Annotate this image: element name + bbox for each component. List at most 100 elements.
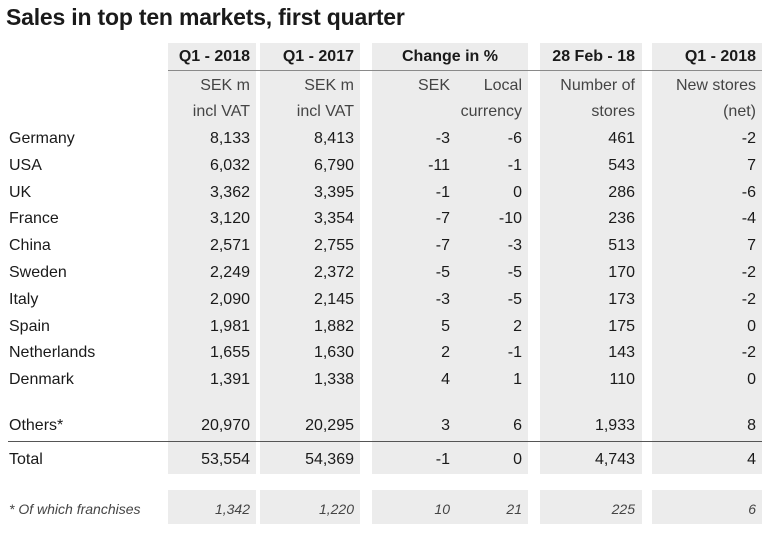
cell-q1-2018: 1,981 [209, 318, 250, 335]
cell-q1-2017: 1,630 [313, 344, 354, 361]
cell-change-sek: -3 [435, 291, 450, 308]
cell-change-sek: -7 [435, 210, 450, 227]
cell-change-sek: 4 [441, 371, 450, 388]
cell-new-stores: 6 [748, 501, 756, 517]
market-name: China [9, 237, 51, 254]
cell-change-local: -5 [507, 291, 522, 308]
subheader-number-of: Number of [560, 77, 635, 94]
cell-new-stores: -2 [741, 130, 756, 147]
cell-change-sek: -11 [428, 157, 450, 174]
cell-q1-2018: 2,249 [209, 264, 250, 281]
cell-q1-2018: 3,120 [209, 210, 250, 227]
cell-change-local: 6 [513, 417, 522, 434]
market-name: Denmark [9, 371, 74, 388]
cell-q1-2017: 1,882 [313, 318, 354, 335]
cell-change-local: 0 [513, 451, 522, 468]
cell-change-sek: 10 [434, 501, 450, 517]
market-name: Netherlands [9, 344, 96, 361]
cell-q1-2017: 2,755 [313, 237, 354, 254]
market-name: * Of which franchises [9, 501, 141, 517]
market-name: Total [9, 451, 43, 468]
cell-q1-2018: 8,133 [209, 130, 250, 147]
cell-new-stores: 7 [747, 237, 756, 254]
cell-number-of-stores: 175 [608, 318, 635, 335]
cell-change-local: 1 [513, 371, 522, 388]
column-background-stores [540, 43, 642, 474]
cell-number-of-stores: 4,743 [594, 451, 635, 468]
header-divider [168, 70, 762, 71]
header-q1-2018: Q1 - 2018 [178, 48, 250, 65]
cell-q1-2018: 1,391 [209, 371, 250, 388]
footnote-background-stores [540, 490, 642, 524]
cell-q1-2018: 2,090 [209, 291, 250, 308]
header-q1-2017: Q1 - 2017 [282, 48, 354, 65]
cell-q1-2018: 2,571 [209, 237, 250, 254]
subheader-net: (net) [723, 103, 756, 120]
market-name: Others* [9, 417, 64, 434]
cell-number-of-stores: 110 [609, 371, 635, 388]
page-title: Sales in top ten markets, first quarter [6, 4, 405, 30]
market-name: USA [9, 157, 42, 174]
cell-new-stores: 4 [747, 451, 756, 468]
cell-new-stores: 7 [747, 157, 756, 174]
cell-number-of-stores: 461 [608, 130, 635, 147]
cell-q1-2018: 1,342 [214, 501, 250, 517]
footnote-background-new-stores [652, 490, 762, 524]
cell-new-stores: -2 [741, 291, 756, 308]
cell-new-stores: 0 [747, 318, 756, 335]
cell-number-of-stores: 225 [611, 501, 635, 517]
cell-new-stores: 0 [747, 371, 756, 388]
column-background-new-stores [652, 43, 762, 474]
cell-change-local: -1 [507, 344, 522, 361]
cell-q1-2017: 54,369 [305, 451, 354, 468]
subheader-local: Local [483, 77, 522, 94]
cell-change-local: -10 [498, 210, 522, 227]
column-background-change [372, 43, 528, 474]
cell-change-local: -6 [507, 130, 522, 147]
cell-q1-2017: 1,220 [318, 501, 354, 517]
header-change-in-percent: Change in % [401, 48, 498, 65]
cell-q1-2017: 2,372 [313, 264, 354, 281]
market-name: UK [9, 184, 32, 201]
cell-change-local: -5 [507, 264, 522, 281]
cell-number-of-stores: 286 [608, 184, 635, 201]
cell-change-sek: -7 [435, 237, 450, 254]
cell-q1-2017: 8,413 [313, 130, 354, 147]
column-background-q1-2017 [260, 43, 360, 474]
cell-q1-2018: 1,655 [209, 344, 250, 361]
cell-change-local: 0 [513, 184, 522, 201]
cell-q1-2017: 6,790 [313, 157, 354, 174]
market-name: Germany [9, 130, 75, 147]
cell-number-of-stores: 170 [608, 264, 635, 281]
cell-change-sek: -1 [435, 184, 450, 201]
cell-change-sek: -3 [435, 130, 450, 147]
cell-change-sek: 2 [441, 344, 450, 361]
cell-new-stores: -4 [741, 210, 756, 227]
cell-change-sek: -5 [435, 264, 450, 281]
cell-number-of-stores: 513 [608, 237, 635, 254]
footnote-background-change [372, 490, 528, 524]
subheader-incl-vat: incl VAT [296, 103, 354, 120]
subheader-incl-vat: incl VAT [192, 103, 250, 120]
cell-q1-2018: 6,032 [209, 157, 250, 174]
cell-q1-2017: 3,354 [313, 210, 354, 227]
market-name: France [9, 210, 59, 227]
subheader-new-stores: New stores [675, 77, 756, 94]
subheader-currency: currency [460, 103, 522, 120]
market-name: Sweden [9, 264, 67, 281]
header-q1-2018-new-stores: Q1 - 2018 [684, 48, 756, 65]
footnote-background-q1-2018 [168, 490, 256, 524]
subheader-sek: SEK [417, 77, 450, 94]
cell-number-of-stores: 143 [608, 344, 635, 361]
cell-q1-2017: 20,295 [305, 417, 354, 434]
cell-q1-2017: 3,395 [313, 184, 354, 201]
cell-number-of-stores: 543 [608, 157, 635, 174]
cell-q1-2018: 20,970 [201, 417, 250, 434]
cell-number-of-stores: 173 [608, 291, 635, 308]
total-divider [8, 441, 762, 442]
market-name: Italy [9, 291, 39, 308]
cell-change-sek: -1 [435, 451, 450, 468]
cell-q1-2017: 1,338 [313, 371, 354, 388]
header-28-feb-18: 28 Feb - 18 [552, 48, 635, 65]
cell-new-stores: -6 [741, 184, 756, 201]
